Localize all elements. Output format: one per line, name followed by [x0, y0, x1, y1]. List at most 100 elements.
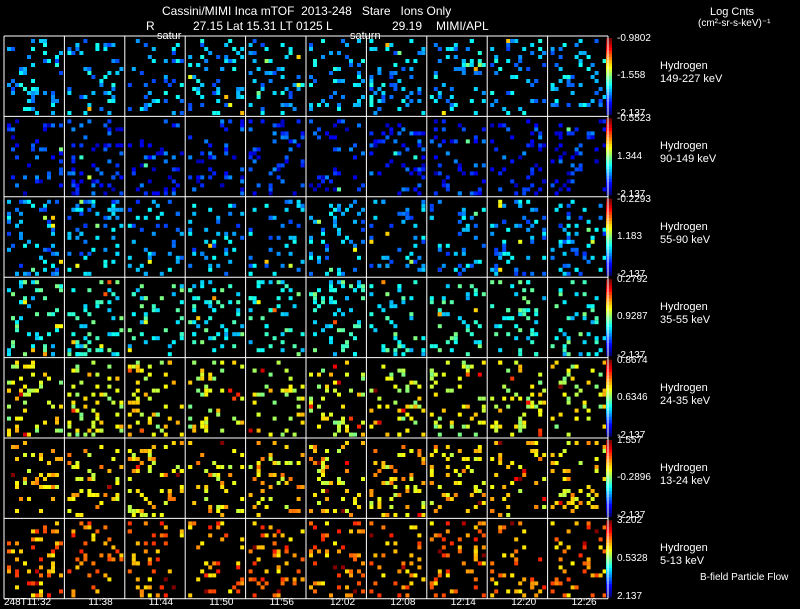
heatmap-pixel [280, 473, 285, 477]
heatmap-pixel [421, 47, 426, 51]
heatmap-pixel [91, 493, 96, 497]
heatmap-pixel [163, 533, 168, 538]
colorbar-segment [606, 95, 612, 100]
heatmap-pixel [232, 203, 237, 208]
colorbar-segment [606, 76, 612, 80]
heatmap-pixel [87, 469, 92, 473]
heatmap-pixel [284, 428, 289, 433]
heatmap-pixel [7, 352, 11, 357]
heatmap-pixel [196, 79, 201, 83]
heatmap-pixel [353, 247, 357, 252]
heatmap-pixel [212, 239, 217, 244]
heatmap-pixel [401, 453, 406, 457]
heatmap-pixel [421, 577, 426, 582]
heatmap-pixel [445, 183, 450, 188]
heatmap-pixel [586, 408, 591, 413]
heatmap-pixel [381, 308, 386, 313]
colorbar-segment [606, 221, 612, 225]
colorbar-segment [606, 391, 612, 396]
heatmap-pixel [526, 219, 531, 224]
heatmap-pixel [35, 175, 39, 180]
heatmap-pixel [103, 573, 108, 578]
heatmap-pixel [208, 473, 213, 477]
heatmap-pixel [39, 457, 43, 461]
heatmap-pixel [514, 589, 519, 594]
heatmap-pixel [413, 336, 418, 341]
heatmap-pixel [143, 549, 148, 554]
heatmap-pixel [510, 284, 515, 289]
heatmap-pixel [473, 320, 478, 325]
heatmap-pixel [325, 533, 329, 538]
heatmap-pixel [115, 59, 120, 63]
heatmap-pixel [361, 529, 365, 534]
heatmap-pixel [518, 203, 523, 208]
heatmap-pixel [276, 529, 281, 534]
heatmap-pixel [23, 477, 27, 481]
colorbar-segment [606, 404, 612, 408]
heatmap-pixel [514, 39, 519, 43]
heatmap-pixel [441, 545, 446, 550]
heatmap-pixel [421, 235, 426, 240]
heatmap-pixel [522, 151, 527, 156]
heatmap-pixel [31, 537, 35, 542]
heatmap-pixel [155, 215, 160, 220]
heatmap-pixel [317, 384, 321, 389]
heatmap-pixel [139, 493, 144, 497]
heatmap-pixel [558, 384, 563, 389]
heatmap-pixel [35, 581, 39, 586]
heatmap-pixel [498, 348, 503, 353]
heatmap-pixel [256, 95, 261, 99]
heatmap-pixel [248, 119, 253, 124]
heatmap-pixel [538, 135, 543, 140]
heatmap-pixel [558, 328, 563, 333]
heatmap-pixel [15, 207, 19, 212]
heatmap-pixel [15, 119, 19, 124]
heatmap-pixel [300, 203, 305, 208]
heatmap-pixel [188, 103, 193, 107]
heatmap-pixel [276, 589, 281, 594]
heatmap-pixel [421, 505, 426, 509]
heatmap-pixel [119, 400, 124, 405]
heatmap-pixel [31, 388, 35, 393]
heatmap-pixel [55, 428, 59, 433]
heatmap-pixel [236, 51, 241, 55]
heatmap-pixel [321, 469, 325, 473]
heatmap-cell [309, 441, 365, 517]
heatmap-pixel [67, 171, 72, 176]
heatmap-pixel [473, 577, 478, 582]
heatmap-pixel [393, 51, 398, 55]
heatmap-pixel [31, 107, 35, 111]
heatmap-pixel [139, 227, 144, 232]
heatmap-pixel [139, 449, 144, 453]
heatmap-pixel [518, 55, 523, 59]
heatmap-pixel [449, 541, 454, 546]
heatmap-pixel [107, 364, 112, 369]
heatmap-pixel [260, 368, 265, 373]
heatmap-pixel [135, 400, 140, 405]
colorbar-segment [606, 249, 612, 254]
heatmap-pixel [280, 103, 285, 107]
heatmap-pixel [83, 541, 88, 546]
heatmap-pixel [526, 227, 531, 232]
heatmap-pixel [514, 191, 519, 196]
colorbar-segment [606, 118, 612, 123]
heatmap-pixel [401, 219, 406, 224]
heatmap-cell [550, 280, 607, 357]
heatmap-pixel [385, 432, 390, 437]
heatmap-pixel [252, 51, 257, 55]
heatmap-pixel [248, 71, 253, 75]
colorbar-segment [606, 301, 612, 306]
heatmap-pixel [35, 288, 39, 293]
heatmap-pixel [252, 263, 257, 268]
heatmap-pixel [87, 489, 92, 493]
heatmap-pixel [510, 255, 515, 260]
heatmap-pixel [15, 360, 19, 365]
heatmap-pixel [433, 449, 438, 453]
heatmap-pixel [39, 473, 43, 477]
heatmap-pixel [280, 348, 285, 353]
heatmap-pixel [67, 235, 72, 240]
heatmap-pixel [530, 167, 535, 172]
heatmap-pixel [590, 368, 595, 373]
heatmap-pixel [224, 336, 229, 341]
heatmap-pixel [570, 585, 575, 590]
